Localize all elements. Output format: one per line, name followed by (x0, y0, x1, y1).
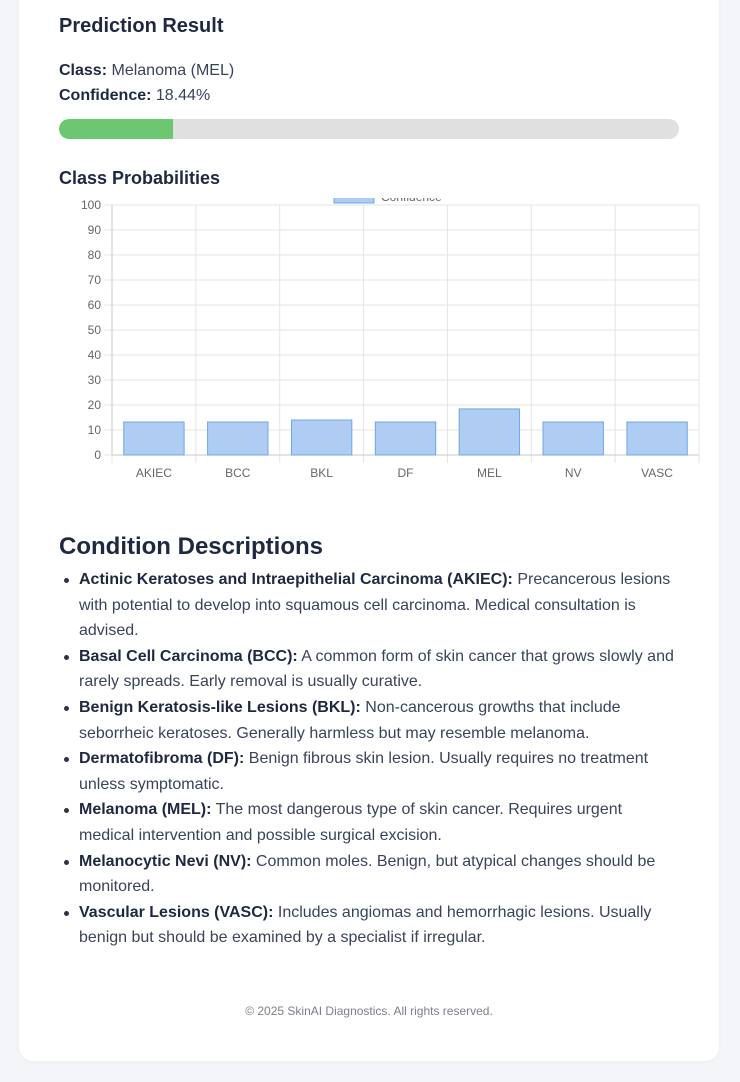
chart-svg: 0 10 20 30 40 50 60 70 80 90 100 AKIEC BCC BKL DF MEL NV… (81, 198, 700, 480)
condition-name: Actinic Keratoses and Intraepithelial Ca… (79, 571, 513, 588)
condition-description: Benign fibrous skin lesion. Usually requ… (79, 750, 649, 793)
confidence-progress-fill (59, 119, 174, 139)
bar (374, 421, 437, 456)
condition-item: Melanoma (MEL): The most dangerous type … (64, 797, 679, 848)
bar (290, 419, 353, 456)
x-tick-label: AKIEC (136, 466, 172, 480)
condition-item: Vascular Lesions (VASC): Includes angiom… (64, 900, 679, 951)
condition-name: Basal Cell Carcinoma (BCC): (79, 647, 298, 665)
y-tick-label: 0 (94, 448, 101, 462)
condition-name: Melanoma (MEL): (79, 801, 212, 819)
legend-label: Confidence (381, 198, 442, 204)
confidence-row: Confidence: 18.44% (59, 87, 210, 105)
class-label: Class: (59, 62, 108, 79)
condition-description: The most dangerous type of skin cancer. … (79, 801, 623, 844)
y-tick-label: 80 (88, 248, 102, 262)
y-tick-label: 20 (88, 398, 102, 412)
footer-copyright: © 2025 SkinAI Diagnostics. All rights re… (245, 1004, 493, 1018)
bar (123, 421, 185, 456)
bar (458, 408, 521, 456)
bar (626, 421, 688, 456)
condition-name: Benign Keratosis-like Lesions (BKL): (79, 698, 361, 716)
condition-description: Non-cancerous growths that include sebor… (79, 698, 621, 742)
bar (207, 421, 269, 456)
condition-item: Dermatofibroma (DF): Benign fibrous skin… (64, 746, 679, 797)
condition-item: Basal Cell Carcinoma (BCC): A common for… (64, 644, 679, 695)
condition-name: Vascular Lesions (VASC): (79, 903, 274, 921)
x-tick-label: BKL (310, 466, 333, 480)
condition-name: Melanocytic Nevi (NV): (79, 852, 252, 870)
condition-name: Dermatofibroma (DF): (79, 750, 245, 768)
condition-item: Melanocytic Nevi (NV): Common moles. Ben… (64, 849, 679, 900)
x-tick-label: BCC (225, 466, 251, 480)
condition-description: Common moles. Benign, but atypical chang… (79, 852, 656, 896)
class-probabilities-chart: 0 10 20 30 40 50 60 70 80 90 100 AKIEC BCC BKL DF MEL NV… (40, 198, 720, 488)
chart-title: Class Probabilities (59, 168, 221, 188)
conditions-title: Condition Descriptions (59, 533, 323, 560)
x-tick-label: MEL (477, 466, 502, 480)
result-card: Prediction Result Class: Melanoma (MEL) … (19, 0, 719, 1061)
conditions-list: Actinic Keratoses and Intraepithelial Ca… (64, 567, 679, 951)
condition-description: Includes angiomas and hemorrhagic lesion… (79, 903, 652, 947)
y-tick-label: 10 (88, 423, 102, 437)
confidence-value: 18.44% (155, 87, 211, 104)
condition-description: Precancerous lesions with potential to d… (79, 571, 671, 640)
x-tick-label: DF (398, 466, 414, 480)
y-tick-label: 60 (88, 298, 102, 312)
y-tick-label: 70 (88, 273, 102, 287)
y-tick-label: 50 (88, 323, 102, 337)
x-tick-label: VASC (641, 466, 673, 480)
class-value: Melanoma (MEL) (111, 62, 235, 79)
legend-swatch (333, 198, 375, 204)
y-tick-label: 90 (88, 223, 102, 237)
prediction-title: Prediction Result (59, 15, 224, 37)
bar (542, 421, 604, 456)
y-tick-label: 100 (81, 198, 101, 212)
confidence-label: Confidence: (59, 87, 152, 104)
condition-item: Actinic Keratoses and Intraepithelial Ca… (64, 567, 679, 644)
condition-description: A common form of skin cancer that grows … (79, 647, 674, 691)
y-tick-label: 30 (88, 373, 102, 387)
condition-item: Benign Keratosis-like Lesions (BKL): Non… (64, 695, 679, 746)
class-row: Class: Melanoma (MEL) (59, 62, 234, 80)
y-tick-label: 40 (88, 348, 102, 362)
x-tick-label: NV (565, 466, 582, 480)
confidence-progress-bar (59, 119, 679, 139)
